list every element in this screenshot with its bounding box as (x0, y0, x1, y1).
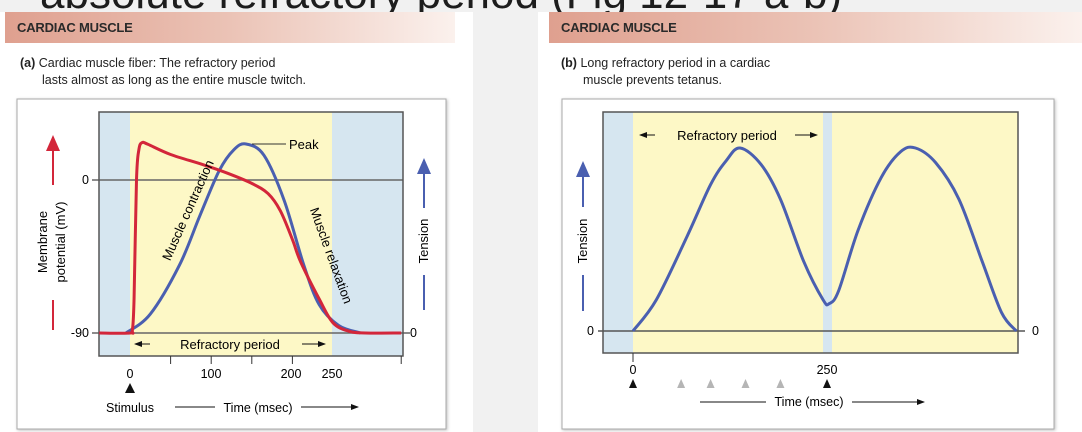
non-refractory-region (823, 112, 832, 353)
x-tick-label: 0 (630, 363, 637, 377)
y-right-tick-0: 0 (410, 326, 417, 340)
stimulus-triangle-icon (629, 379, 637, 388)
y-axis-label-line1: Membrane (35, 211, 50, 273)
refractory-period-label: Refractory period (180, 337, 280, 352)
membrane-potential-curve (99, 140, 402, 335)
x-tick-marks (170, 356, 402, 364)
y-tick-0: 0 (587, 324, 594, 338)
tension-curve (125, 142, 362, 335)
x-tick-label: 0 (127, 367, 134, 381)
panel-a-header: CARDIAC MUSCLE (5, 12, 455, 43)
ineffective-stimulus-triangle-icon (776, 379, 785, 388)
y-tick-minus-90: -90 (71, 326, 89, 340)
x-tick-label: 250 (322, 367, 343, 381)
background-heading: absolute refractory period (Fig 12-17 a-… (40, 0, 1072, 16)
peak-label: Peak (289, 137, 319, 152)
caption-line1: Cardiac muscle fiber: The refractory per… (38, 56, 276, 70)
header-title: CARDIAC MUSCLE (17, 20, 133, 35)
caption-letter: (a) (20, 56, 36, 70)
y-axis-label: Tension (575, 219, 590, 264)
x-axis-label: Time (msec) (224, 401, 293, 415)
tension-curve (631, 145, 1018, 333)
caption-letter: (b) (561, 56, 577, 70)
caption-line2: muscle prevents tetanus. (583, 73, 722, 87)
panel-b-header: CARDIAC MUSCLE (549, 12, 1082, 43)
stimulus-label: Stimulus (106, 401, 154, 415)
x-tick-label: 250 (817, 363, 838, 377)
x-tick-label: 100 (201, 367, 222, 381)
refractory-period-label: Refractory period (677, 128, 777, 143)
caption-line1: Long refractory period in a cardiac (580, 56, 771, 70)
plot-b-frame (602, 111, 1019, 354)
x-axis-label: Time (msec) (775, 395, 844, 409)
panel-a-caption: (a) Cardiac muscle fiber: The refractory… (20, 55, 306, 89)
stimulus-triangle-icon (823, 379, 831, 388)
ineffective-stimulus-triangle-icon (706, 379, 715, 388)
y-tick-0: 0 (82, 173, 89, 187)
caption-line2: lasts almost as long as the entire muscl… (42, 73, 307, 87)
panel-b-caption: (b) Long refractory period in a cardiac … (561, 55, 770, 89)
non-refractory-region (603, 112, 633, 353)
y-right-axis-label: Tension (416, 219, 431, 264)
stimulus-markers (629, 379, 831, 388)
header-title: CARDIAC MUSCLE (561, 20, 677, 35)
stimulus-triangle-icon (125, 383, 135, 393)
y-right-tick-0: 0 (1032, 324, 1039, 338)
ineffective-stimulus-triangle-icon (677, 379, 686, 388)
ineffective-stimulus-triangle-icon (741, 379, 750, 388)
plot-a-frame (98, 111, 404, 357)
y-axis-label-line2: potential (mV) (53, 202, 68, 283)
refractory-region (603, 112, 1018, 353)
x-tick-label: 200 (281, 367, 302, 381)
